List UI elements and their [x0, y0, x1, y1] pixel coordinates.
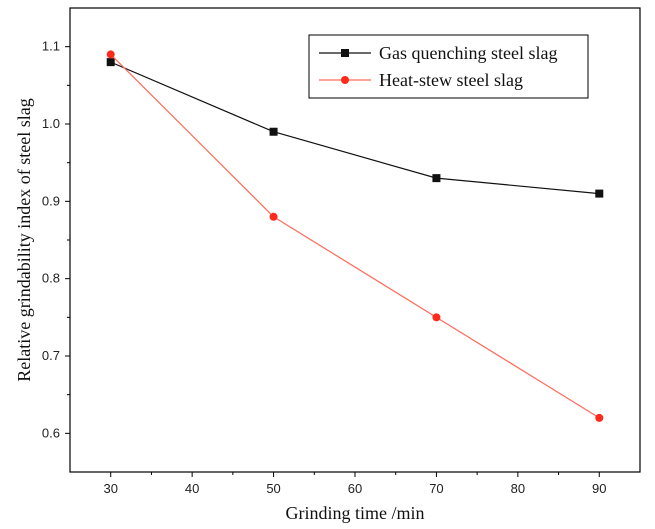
- x-tick-label: 40: [185, 481, 199, 496]
- data-point-circle: [432, 313, 441, 322]
- legend-box: [308, 34, 589, 99]
- legend: Gas quenching steel slag Heat-stew steel…: [308, 34, 589, 99]
- legend-marker-heat-stew: [341, 76, 349, 84]
- x-tick-label: 50: [266, 481, 280, 496]
- data-point-circle: [269, 212, 278, 221]
- y-tick-label: 1.0: [42, 116, 60, 131]
- data-point-circle: [595, 413, 604, 422]
- series-layer: [106, 50, 604, 422]
- data-point-square: [595, 189, 604, 198]
- y-tick-label: 0.8: [42, 271, 60, 286]
- y-axis: 0.6 0.7 0.8 0.9 1.0 1.1: [42, 39, 70, 440]
- legend-label-heat-stew: Heat-stew steel slag: [379, 70, 523, 90]
- x-tick-label: 70: [429, 481, 443, 496]
- legend-label-gas-quenching: Gas quenching steel slag: [379, 43, 557, 63]
- x-tick-label: 30: [103, 481, 117, 496]
- data-point-circle: [106, 50, 115, 59]
- series-line-1: [110, 53, 600, 419]
- y-tick-label: 0.9: [42, 193, 60, 208]
- y-tick-label: 1.1: [42, 39, 60, 54]
- x-axis-title: Grinding time /min: [286, 503, 425, 523]
- x-tick-label: 60: [348, 481, 362, 496]
- x-tick-label: 80: [511, 481, 525, 496]
- data-point-square: [432, 174, 441, 183]
- y-tick-label: 0.6: [42, 425, 60, 440]
- y-tick-label: 0.7: [42, 348, 60, 363]
- data-point-square: [106, 58, 115, 67]
- series-line-0: [110, 61, 600, 195]
- legend-marker-gas-quenching: [341, 49, 349, 57]
- y-axis-title: Relative grindability index of steel sla…: [14, 98, 34, 381]
- x-tick-label: 90: [592, 481, 606, 496]
- x-axis: 30 40 50 60 70 80 90: [103, 472, 607, 496]
- data-point-square: [269, 127, 278, 136]
